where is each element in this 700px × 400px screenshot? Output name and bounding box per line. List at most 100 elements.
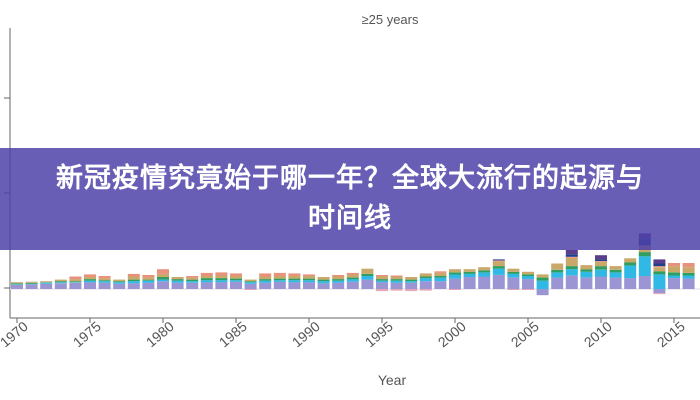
bar-segment-salmon-1976 [98, 276, 111, 279]
bar-segment-tan-2009 [580, 265, 593, 270]
bar-segment-purple-2014 [653, 259, 666, 264]
bar-segment-green-2010 [595, 266, 607, 270]
bar-segment-tan-1983 [200, 276, 213, 279]
bar-segment-tan-1987 [259, 276, 272, 280]
bar-segment-lavender-1975 [84, 282, 96, 289]
bar-segment-salmon-2014 [653, 266, 666, 268]
bar-segment-purple-2010 [595, 255, 607, 260]
bar-segment-lavender-1974 [69, 282, 82, 289]
bar-segment-cyan-1978 [127, 281, 140, 284]
bar-segment-cyan-1986 [244, 282, 257, 284]
bar-segment-lavender-1979 [142, 282, 155, 289]
bar-segment-lavender-2013 [638, 276, 651, 289]
bar-segment-lavender-1988 [273, 281, 286, 289]
bar-segment-green-1994 [361, 273, 374, 276]
bar-segment-cyan-2011 [609, 272, 622, 278]
bar-segment-tan-1975 [84, 277, 96, 280]
bar-segment-cyan-2014 [653, 274, 666, 289]
bar-segment-tan-2011 [609, 266, 622, 270]
bar-segment-salmon-1990 [303, 274, 315, 276]
bar-segment-salmon-2003 [492, 260, 505, 262]
bar-segment-green-2015 [668, 272, 680, 276]
bar-segment-lavender-1978 [127, 283, 140, 289]
bar-segment-green-1977 [113, 281, 126, 283]
bar-segment-green-1998 [419, 276, 432, 279]
chart-title: ≥25 years [362, 12, 419, 27]
bar-segment-lavender-1972 [40, 283, 53, 289]
bar-segment-lavender-1986 [244, 283, 257, 289]
bar-segment-tan-2008 [565, 257, 578, 267]
bar-segment-green-1979 [142, 279, 155, 281]
bar-segment-tan-2015 [668, 266, 680, 273]
bar-segment-tan-1974 [69, 279, 82, 282]
bar-segment-cyan-1997 [405, 281, 418, 283]
bar-segment-green-1997 [405, 279, 418, 282]
bar-segment-green-1996 [390, 279, 403, 281]
bar-segment-lavender-1973 [54, 283, 67, 289]
bar-segment-cyan-1999 [434, 277, 447, 282]
bar-segment-lavender-2003 [492, 275, 505, 289]
bar-segment-lavender-2009 [580, 277, 593, 289]
bar-segment-lavender-2016 [682, 278, 695, 289]
bar-segment-tan-1986 [244, 279, 257, 282]
bar-segment-salmon-1988 [273, 272, 286, 276]
bar-segment-tan-1971 [25, 281, 38, 283]
x-tick-label: 1985 [216, 318, 250, 350]
bar-segment-tan-2002 [478, 267, 491, 271]
bar-segment-lavender-2002 [478, 276, 491, 289]
bar-segment-cyan-2001 [463, 273, 476, 277]
bar-segment-cyan-1991 [317, 281, 330, 284]
bar-segment-green-1980 [157, 277, 169, 280]
bar-segment-lavender-1997 [405, 282, 418, 289]
bar-segment-lavender-1971 [25, 284, 38, 289]
bar-segment-lavender-2010 [595, 276, 607, 289]
bar-segment-navy-2010 [595, 259, 607, 261]
bar-segment-salmon-1995 [376, 275, 388, 276]
x-tick-label: 1990 [289, 318, 323, 350]
bar-segment-green-1975 [84, 279, 96, 281]
bar-segment-green-1972 [40, 282, 53, 283]
bar-segment-green-1984 [215, 278, 228, 281]
bar-segment-lavender-2014 [653, 289, 666, 294]
bar-segment-green-1988 [273, 278, 286, 281]
bar-segment-lavender-2008 [565, 275, 578, 289]
bar-segment-salmon-1980 [157, 269, 169, 274]
bar-segment-cyan-1981 [171, 280, 184, 283]
bar-segment-tan-1985 [230, 276, 242, 279]
bar-segment-green-1995 [376, 279, 388, 281]
bar-segment-green-2011 [609, 269, 622, 273]
bar-segment-tan-1970 [11, 282, 23, 284]
bar-segment-tan-1979 [142, 277, 155, 280]
bar-segment-tan-1977 [113, 279, 126, 282]
bar-segment-green-2016 [682, 272, 695, 276]
bar-segment-salmon-1989 [288, 273, 301, 276]
bar-segment-green-1976 [98, 280, 111, 282]
bar-segment-tan-2007 [551, 263, 564, 270]
x-tick-label: 2010 [581, 318, 615, 350]
bar-segment-salmon-1975 [84, 274, 96, 277]
bar-segment-lavender-2004 [507, 277, 520, 289]
bar-segment-lavender-1984 [215, 282, 228, 289]
x-axis-label: Year [378, 372, 407, 388]
bar-segment-lavender-1981 [171, 282, 184, 289]
bar-segment-pink-1997 [405, 289, 418, 292]
bar-segment-tan-1995 [376, 276, 388, 280]
bar-segment-green-1982 [186, 279, 199, 282]
bar-segment-cyan-1989 [288, 280, 301, 283]
bar-segment-lavender-2000 [449, 278, 461, 289]
bar-segment-cyan-2002 [478, 272, 491, 277]
bar-segment-green-2003 [492, 266, 505, 269]
x-tick-label: 1970 [0, 318, 31, 350]
bar-segment-cyan-1979 [142, 280, 155, 283]
bar-segment-salmon-1983 [200, 272, 213, 276]
bar-segment-lavender-1991 [317, 283, 330, 289]
bar-segment-cyan-1992 [332, 280, 345, 283]
bar-series-group [11, 233, 695, 296]
bar-segment-cyan-1976 [98, 281, 111, 283]
bar-segment-cyan-1994 [361, 276, 374, 280]
bar-segment-tan-2010 [595, 262, 607, 267]
bar-segment-tan-2005 [522, 271, 534, 275]
bar-segment-green-2009 [580, 269, 593, 272]
bar-segment-purple-2008 [565, 250, 578, 255]
bar-segment-green-2001 [463, 271, 476, 274]
